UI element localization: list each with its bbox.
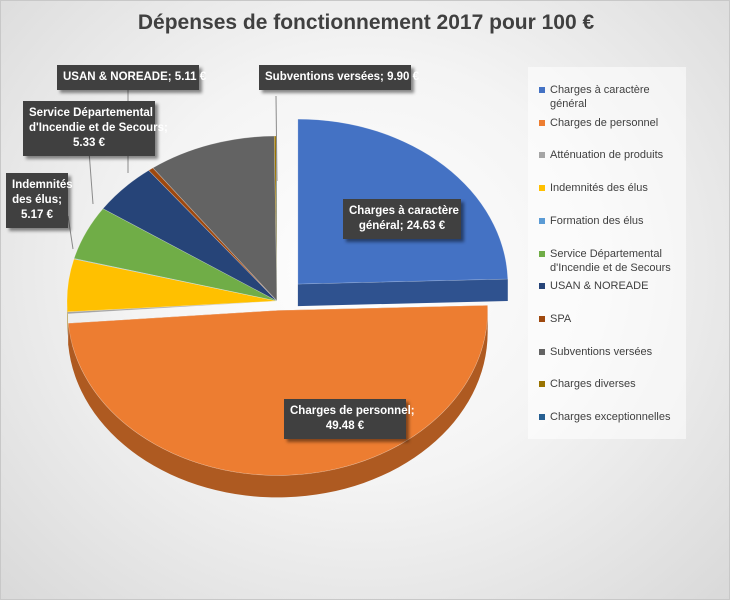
legend-label: Charges à caractère général <box>550 83 686 111</box>
leader-line <box>89 151 93 204</box>
legend-swatch <box>539 316 545 322</box>
data-label-line: Indemnités <box>12 178 62 193</box>
legend-label: Indemnités des élus <box>550 181 686 195</box>
legend: Charges à caractère général Charges de pe… <box>528 67 686 439</box>
data-label-line: 5.17 € <box>12 208 62 223</box>
data-label-line: 49.48 € <box>290 419 400 434</box>
data-label-line: Subventions versées; 9.90 € <box>265 70 405 85</box>
data-label-usan-noreade: USAN & NOREADE; 5.11 € <box>57 65 199 90</box>
data-label-subventions-versees: Subventions versées; 9.90 € <box>259 65 411 90</box>
data-label-line: des élus; <box>12 193 62 208</box>
legend-swatch <box>539 283 545 289</box>
legend-label: Atténuation de produits <box>550 148 686 162</box>
legend-swatch <box>539 120 545 126</box>
data-label-charges-de-personnel: Charges de personnel;49.48 € <box>284 399 406 439</box>
data-label-line: USAN & NOREADE; 5.11 € <box>63 70 193 85</box>
legend-swatch <box>539 152 545 158</box>
legend-label: Formation des élus <box>550 214 686 228</box>
legend-label: Service Départemental d'Incendie et de S… <box>550 247 686 275</box>
legend-label: Charges de personnel <box>550 116 686 130</box>
legend-swatch <box>539 87 545 93</box>
legend-swatch <box>539 251 545 257</box>
legend-swatch <box>539 185 545 191</box>
data-label-line: Service Départemental <box>29 106 149 121</box>
legend-swatch <box>539 218 545 224</box>
legend-label: Charges exceptionnelles <box>550 410 686 424</box>
legend-label: USAN & NOREADE <box>550 279 686 293</box>
data-label-line: d'Incendie et de Secours; <box>29 121 149 136</box>
legend-swatch <box>539 414 545 420</box>
legend-label: Charges diverses <box>550 377 686 391</box>
leader-line <box>68 216 73 249</box>
data-label-line: Charges à caractère <box>349 204 455 219</box>
legend-swatch <box>539 381 545 387</box>
data-label-line: général; 24.63 € <box>349 219 455 234</box>
data-label-line: 5.33 € <box>29 136 149 151</box>
legend-swatch <box>539 349 545 355</box>
legend-label: SPA <box>550 312 686 326</box>
data-label-line: Charges de personnel; <box>290 404 400 419</box>
legend-label: Subventions versées <box>550 345 686 359</box>
